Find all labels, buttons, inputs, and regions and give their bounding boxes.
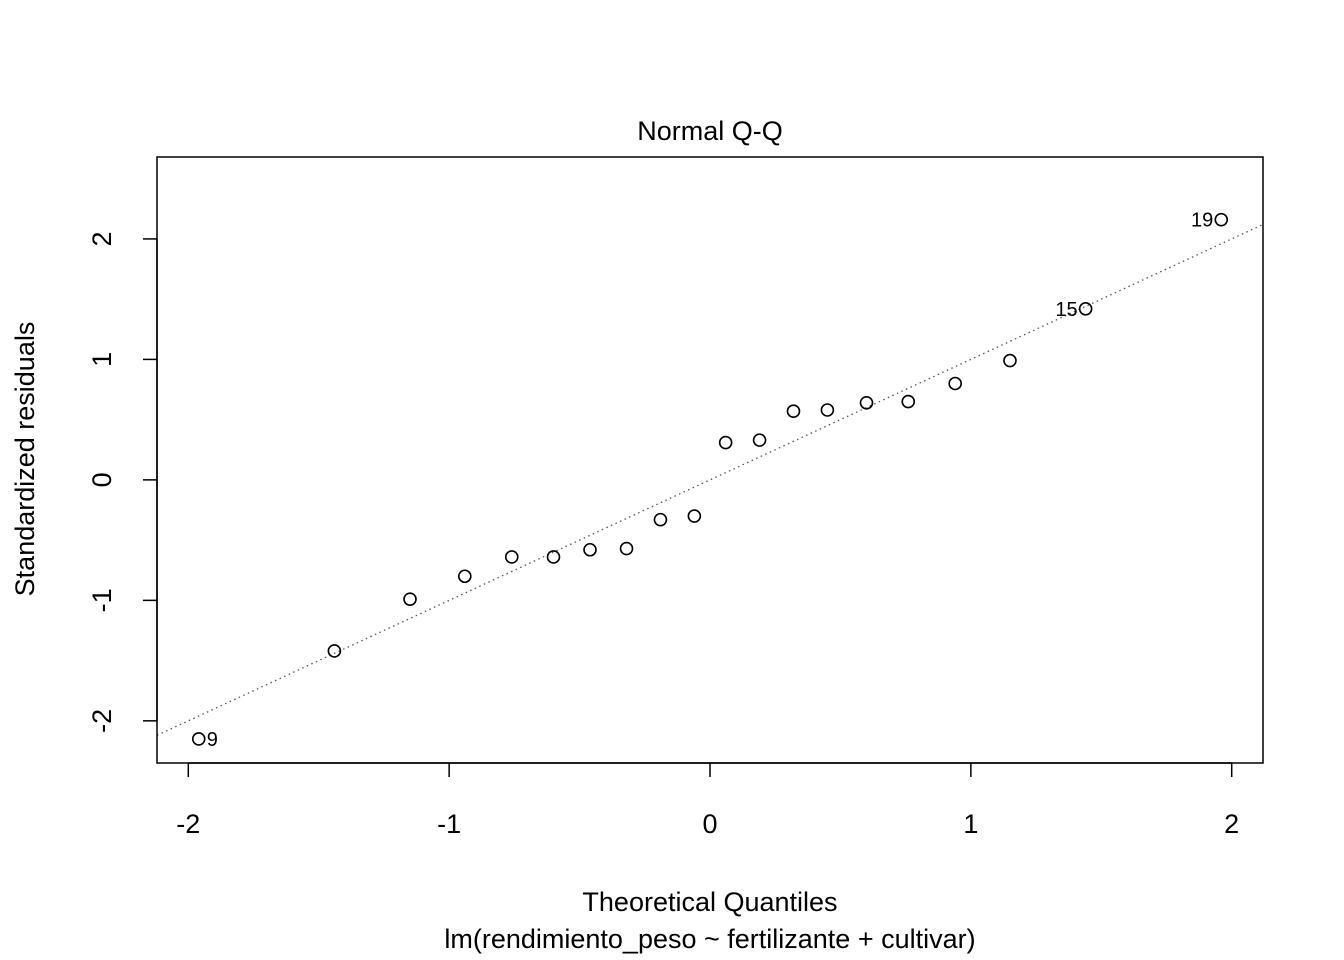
- chart-title: Normal Q-Q: [637, 116, 783, 146]
- data-point: [786, 404, 801, 419]
- data-point: [504, 550, 519, 564]
- data-point: [752, 433, 767, 447]
- data-point: [458, 569, 472, 584]
- data-point: [1214, 212, 1229, 227]
- data-point: [859, 395, 874, 410]
- axes-layer: -2 -1 0 1 2 -2 -1 0 1 2: [87, 231, 1239, 839]
- y-axis-title: Standardized residuals: [10, 322, 40, 597]
- y-tick-label: 2: [87, 231, 117, 246]
- data-point: [583, 542, 597, 557]
- points-layer: 9 15 19: [191, 210, 1229, 751]
- data-point: [901, 394, 916, 409]
- y-tick-label: 0: [87, 472, 117, 487]
- data-point: [327, 644, 342, 658]
- y-tick-label: -2: [87, 709, 117, 733]
- point-label: 9: [207, 729, 218, 751]
- x-tick-label: 1: [963, 809, 978, 839]
- data-point: [619, 541, 634, 556]
- y-tick-label: -1: [87, 588, 117, 612]
- point-label: 19: [1191, 210, 1213, 232]
- x-tick-label: 2: [1224, 809, 1239, 839]
- data-point: [1003, 353, 1017, 368]
- data-point: [546, 550, 561, 564]
- data-point: [403, 592, 417, 606]
- y-tick-label: 1: [87, 352, 117, 367]
- data-point: [820, 403, 835, 417]
- reference-line: [157, 223, 1263, 736]
- point-label: 15: [1055, 299, 1077, 321]
- chart-subtitle: lm(rendimiento_peso ~ fertilizante + cul…: [444, 924, 975, 954]
- x-tick-label: -2: [176, 809, 200, 839]
- x-tick-label: 0: [702, 809, 717, 839]
- data-point: [191, 732, 206, 746]
- reference-line-layer: [157, 223, 1263, 736]
- data-point: [1078, 302, 1093, 316]
- data-point: [718, 435, 733, 450]
- plot-frame: [156, 156, 1264, 764]
- data-point: [687, 509, 702, 523]
- data-point: [653, 512, 668, 527]
- x-axis-title: Theoretical Quantiles: [582, 887, 837, 917]
- x-tick-label: -1: [437, 809, 461, 839]
- data-point: [948, 376, 962, 391]
